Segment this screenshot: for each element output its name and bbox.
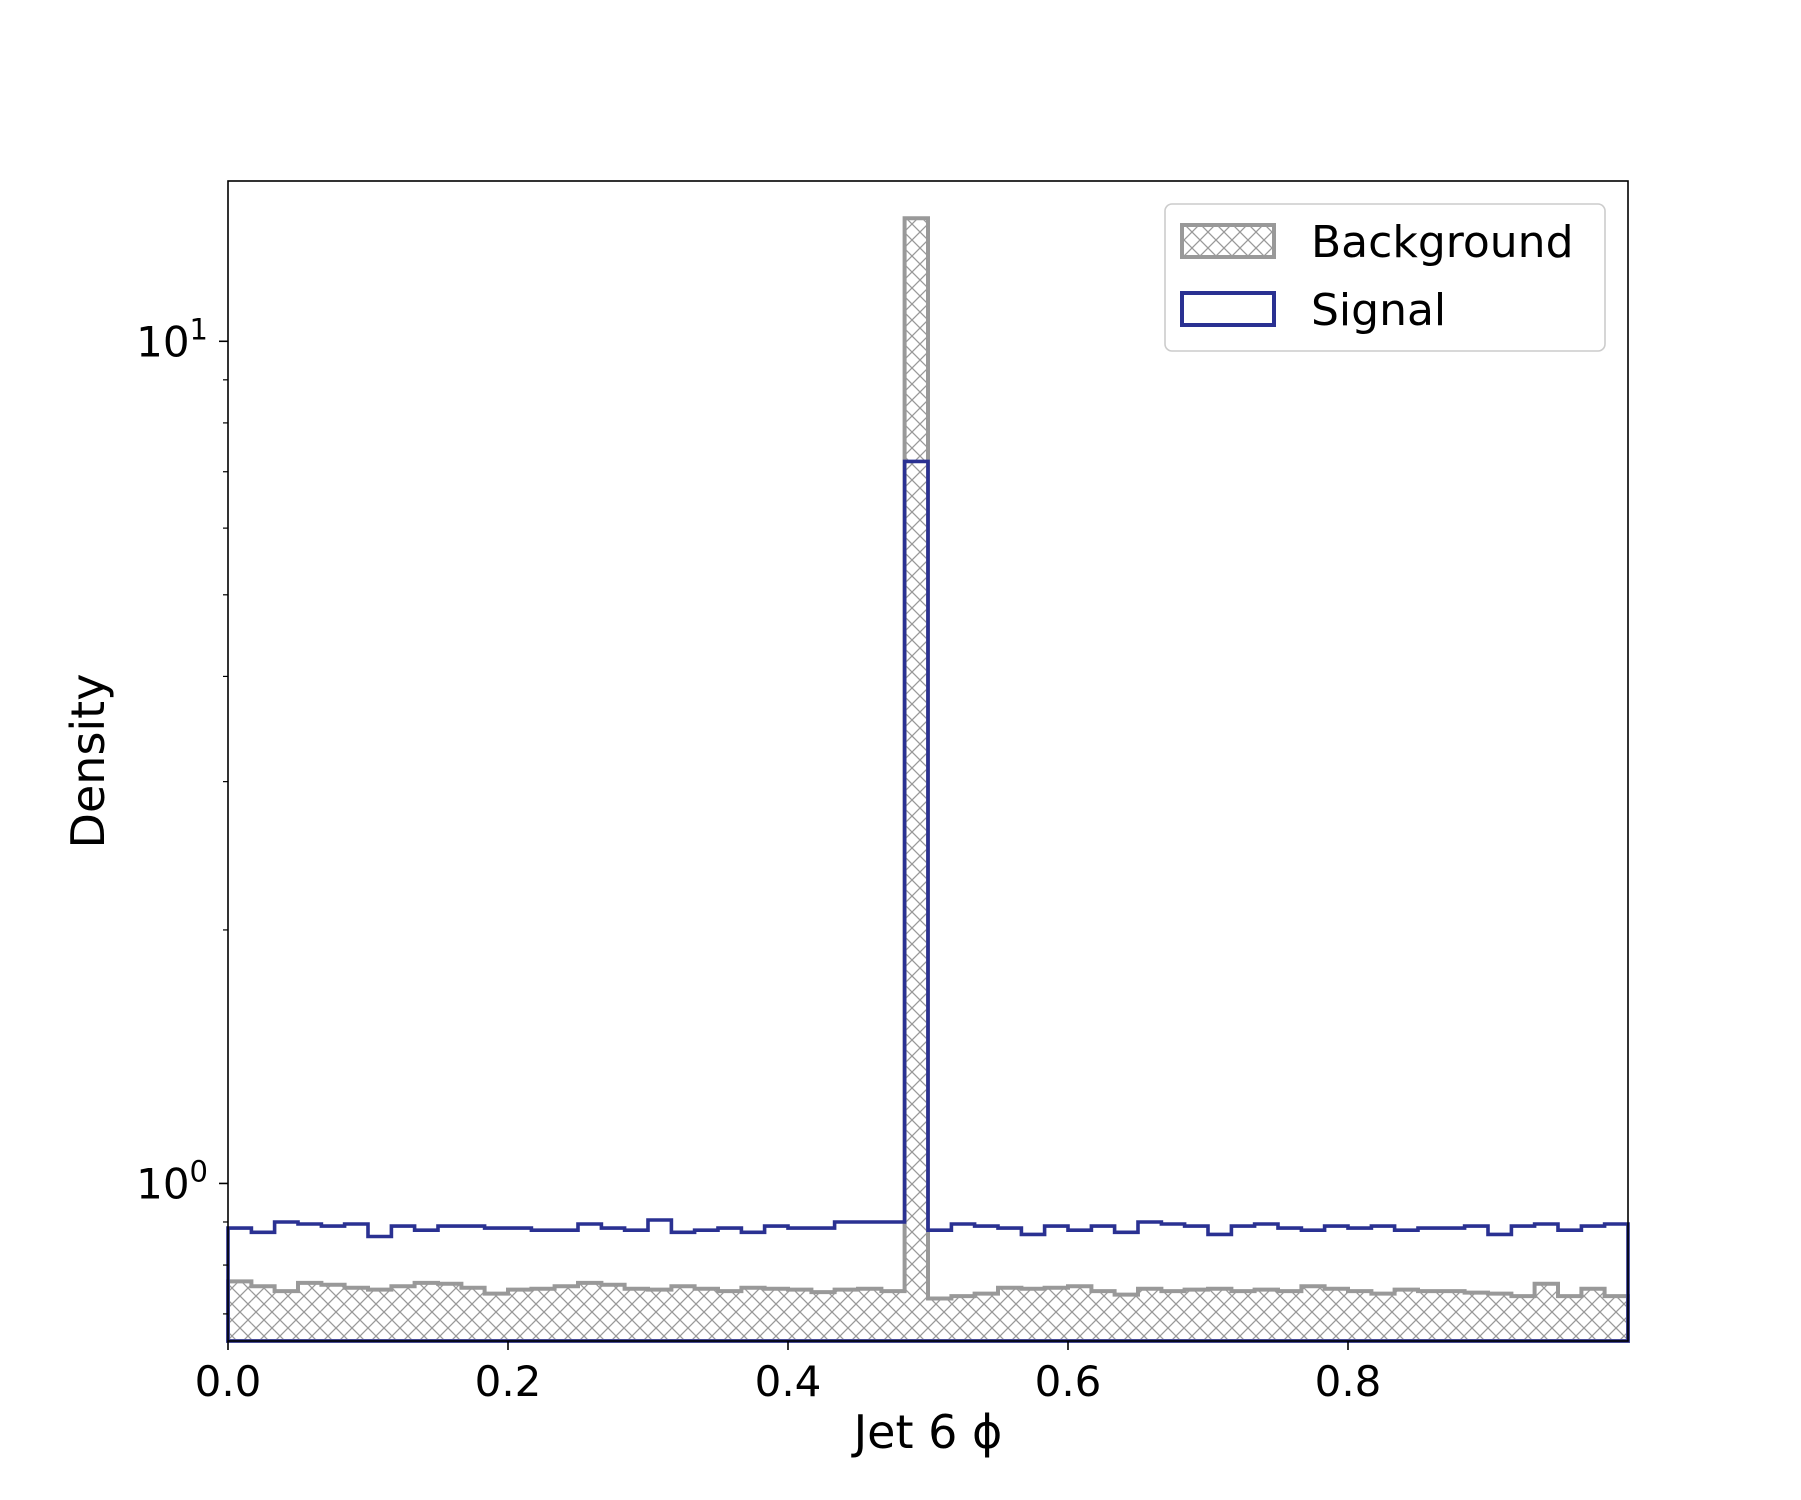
background-bin bbox=[1604, 1296, 1628, 1341]
background-bin bbox=[601, 1284, 625, 1341]
signal-outline bbox=[226, 459, 1630, 1343]
background-bin bbox=[858, 1288, 882, 1341]
background-bin bbox=[461, 1287, 485, 1341]
x-tick-label: 0.8 bbox=[1315, 1357, 1382, 1406]
background-bin bbox=[1138, 1288, 1162, 1341]
background-bin bbox=[1511, 1296, 1535, 1341]
background-bin bbox=[391, 1286, 415, 1341]
background-bin bbox=[554, 1286, 578, 1341]
background-bin bbox=[834, 1289, 858, 1341]
background-bin bbox=[881, 1291, 905, 1341]
legend: Background Signal bbox=[1164, 203, 1606, 352]
legend-swatch-signal bbox=[1180, 291, 1276, 327]
background-bin bbox=[484, 1293, 508, 1341]
y-tick-label: 101 bbox=[136, 312, 208, 366]
background-bin bbox=[694, 1288, 718, 1341]
background-bin bbox=[1184, 1289, 1208, 1341]
background-bin bbox=[274, 1291, 298, 1341]
background-bin bbox=[321, 1284, 345, 1341]
background-bin bbox=[1231, 1291, 1255, 1341]
background-bin bbox=[998, 1287, 1022, 1341]
background-bin bbox=[508, 1289, 532, 1341]
x-axis-label: Jet 6 ϕ bbox=[851, 1405, 1003, 1459]
plot-area bbox=[226, 216, 1630, 1343]
background-bin bbox=[1324, 1288, 1348, 1341]
background-bin bbox=[1044, 1287, 1068, 1341]
legend-label-background: Background bbox=[1311, 217, 1574, 268]
background-bin bbox=[1418, 1291, 1442, 1341]
background-bin bbox=[764, 1288, 788, 1341]
background-bin bbox=[811, 1292, 835, 1341]
series-signal bbox=[226, 459, 1630, 1343]
background-bin bbox=[368, 1289, 392, 1341]
background-bin bbox=[1441, 1291, 1465, 1341]
background-bin bbox=[298, 1282, 322, 1341]
y-axis-label: Density bbox=[61, 674, 115, 849]
x-tick-label: 0.6 bbox=[1035, 1357, 1102, 1406]
background-bin bbox=[928, 1298, 952, 1341]
background-bin bbox=[438, 1283, 462, 1341]
background-bin bbox=[228, 1281, 252, 1341]
background-bin bbox=[1394, 1289, 1418, 1341]
background-bin bbox=[624, 1288, 648, 1341]
background-bin bbox=[531, 1288, 555, 1341]
background-bin bbox=[974, 1293, 998, 1341]
background-bin bbox=[414, 1282, 438, 1341]
background-bin bbox=[1464, 1292, 1488, 1341]
background-bin bbox=[1534, 1283, 1558, 1341]
x-tick-label: 0.0 bbox=[195, 1357, 262, 1406]
legend-label-signal: Signal bbox=[1311, 285, 1446, 336]
background-bin bbox=[788, 1289, 812, 1341]
background-bin bbox=[1114, 1294, 1138, 1341]
background-bin bbox=[1091, 1291, 1115, 1341]
background-bin bbox=[578, 1282, 602, 1341]
background-bin bbox=[1021, 1288, 1045, 1341]
background-bin bbox=[1278, 1291, 1302, 1341]
background-bin bbox=[1068, 1286, 1092, 1341]
x-tick-label: 0.4 bbox=[755, 1357, 822, 1406]
background-bin bbox=[251, 1286, 275, 1341]
background-bin bbox=[904, 218, 928, 1342]
background-bin bbox=[344, 1287, 368, 1341]
y-tick-label: 100 bbox=[136, 1154, 208, 1208]
background-bin bbox=[1348, 1291, 1372, 1341]
background-bin bbox=[1488, 1293, 1512, 1341]
axis-ticks: 0.0 0.2 0.4 0.6 0.8 100 101 bbox=[136, 312, 1381, 1406]
background-bin bbox=[1371, 1293, 1395, 1341]
background-bin bbox=[741, 1287, 765, 1341]
background-bin bbox=[1301, 1286, 1325, 1341]
background-bin bbox=[1581, 1288, 1605, 1341]
background-bin bbox=[1208, 1288, 1232, 1341]
background-bin bbox=[1558, 1296, 1582, 1341]
background-bin bbox=[648, 1289, 672, 1341]
background-bin bbox=[718, 1291, 742, 1341]
background-bin bbox=[1161, 1291, 1185, 1341]
background-bin bbox=[951, 1296, 975, 1341]
background-bin bbox=[671, 1286, 695, 1341]
axes-frame bbox=[227, 180, 1629, 1342]
legend-swatch-background bbox=[1180, 223, 1276, 259]
x-tick-label: 0.2 bbox=[475, 1357, 542, 1406]
background-bin bbox=[1254, 1289, 1278, 1341]
